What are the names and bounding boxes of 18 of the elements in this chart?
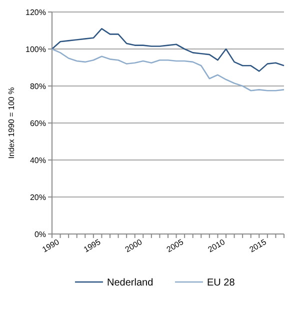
x-tick-label: 1995 (82, 237, 103, 254)
y-tick-label: 100% (26, 44, 46, 54)
x-tick-label: 1990 (40, 237, 62, 254)
legend-label: EU 28 (207, 278, 236, 288)
legend-label: Nederland (107, 278, 154, 288)
y-tick-label: 80% (30, 82, 46, 91)
line-series (51, 48, 285, 92)
y-tick-label: 120% (26, 8, 46, 17)
y-tick-label: 20% (30, 192, 46, 202)
x-tick-label: 2010 (206, 237, 227, 254)
y-tick-label: 0% (34, 230, 46, 239)
y-tick-label: 60% (30, 118, 46, 128)
y-axis-title: Index 1990 = 100 % (7, 87, 16, 159)
x-tick-label: 2000 (124, 237, 144, 254)
x-tick-label: 2015 (248, 237, 268, 254)
x-tick-label: 2005 (165, 237, 186, 254)
y-tick-label: 40% (30, 156, 46, 165)
line-series (51, 28, 285, 72)
